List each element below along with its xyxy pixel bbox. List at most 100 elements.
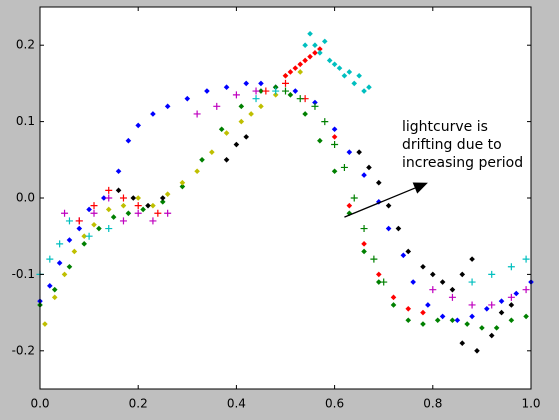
point-s1-23 <box>405 317 412 324</box>
point-s7-9 <box>488 270 496 278</box>
point-s0-20 <box>331 126 338 133</box>
point-s5-7 <box>356 149 362 155</box>
point-s2-2 <box>61 271 68 278</box>
point-s1-7 <box>140 206 146 213</box>
point-s0-26 <box>410 279 416 285</box>
point-s6-12 <box>429 286 437 294</box>
point-s5-3 <box>159 195 166 201</box>
point-s0-24 <box>385 225 392 232</box>
point-s1-6 <box>125 210 132 217</box>
point-s0-21 <box>346 149 353 155</box>
point-s4-10 <box>351 80 358 87</box>
point-s6-7 <box>164 209 172 217</box>
point-s9-4 <box>350 194 358 202</box>
point-s6-9 <box>213 102 221 110</box>
point-s3-14 <box>420 309 426 316</box>
point-s9-9 <box>296 95 304 103</box>
point-s7-2 <box>56 240 64 248</box>
point-s5-0 <box>115 187 122 194</box>
point-s4-2 <box>312 42 318 48</box>
point-s1-1 <box>51 286 58 293</box>
point-s0-29 <box>454 317 461 324</box>
point-s0-3 <box>66 237 73 243</box>
point-s4-8 <box>341 72 348 79</box>
point-s0-10 <box>150 111 156 117</box>
annotation-group: lightcurve is drifting due to increasing… <box>344 119 523 218</box>
point-s0-8 <box>125 137 132 144</box>
point-s3-1 <box>287 69 294 75</box>
point-s7-1 <box>46 255 54 263</box>
point-s0-6 <box>101 195 107 201</box>
point-s6-13 <box>448 293 456 301</box>
point-s5-14 <box>430 271 436 278</box>
point-s5-20 <box>474 348 480 354</box>
annotation-line-3: increasing period <box>402 155 523 171</box>
point-s3-8 <box>331 134 338 140</box>
point-s9-0 <box>311 102 319 110</box>
point-s9-2 <box>331 141 339 149</box>
point-s9-6 <box>370 255 378 263</box>
point-s4-13 <box>366 84 372 91</box>
point-s1-8 <box>159 199 166 205</box>
point-s5-15 <box>439 279 446 285</box>
point-s5-11 <box>395 225 402 232</box>
point-s1-27 <box>464 321 470 327</box>
point-s2-11 <box>179 179 186 186</box>
point-s0-1 <box>47 283 53 289</box>
point-s9-8 <box>282 87 289 95</box>
point-s2-3 <box>71 248 78 255</box>
point-s4-0 <box>302 42 308 48</box>
point-s5-2 <box>145 202 151 209</box>
point-s1-15 <box>287 92 294 98</box>
point-s1-31 <box>523 313 529 320</box>
point-s5-23 <box>508 302 515 308</box>
x-tick-label-3: 0.6 <box>325 397 344 411</box>
point-s5-8 <box>366 164 372 171</box>
point-s3-7 <box>317 46 323 52</box>
point-s5-9 <box>375 179 382 186</box>
annotation-line-1: lightcurve is <box>402 119 488 135</box>
point-s0-9 <box>135 122 141 129</box>
point-s2-0 <box>42 321 48 327</box>
point-s0-14 <box>223 84 230 91</box>
x-tick-label-4: 0.8 <box>423 397 442 411</box>
chart-marks <box>36 30 534 354</box>
x-tick-label-2: 0.4 <box>227 397 246 411</box>
point-s2-15 <box>238 118 245 125</box>
point-s0-13 <box>204 88 210 94</box>
point-s0-16 <box>258 80 264 87</box>
point-s8-7 <box>282 79 289 87</box>
point-s5-10 <box>385 202 392 209</box>
point-s7-7 <box>272 87 280 95</box>
point-s1-5 <box>110 214 117 220</box>
point-s0-32 <box>498 298 505 304</box>
point-s1-11 <box>218 126 225 133</box>
point-s3-0 <box>282 72 289 79</box>
y-tick-label-0: -0.2 <box>12 343 35 357</box>
point-s2-9 <box>150 202 156 209</box>
annotation-arrow-shaft <box>344 187 416 218</box>
point-s1-13 <box>258 88 264 94</box>
y-tick-label-1: -0.1 <box>12 267 35 281</box>
point-s1-19 <box>346 210 353 217</box>
x-tick-label-5: 1.0 <box>521 397 540 411</box>
point-s3-9 <box>346 202 353 209</box>
point-s1-24 <box>420 321 426 327</box>
point-s6-0 <box>61 209 69 217</box>
point-s9-1 <box>321 118 329 126</box>
point-s1-12 <box>238 103 245 110</box>
point-s4-11 <box>356 72 362 79</box>
point-s7-5 <box>105 225 113 233</box>
point-s1-3 <box>81 241 87 247</box>
point-s0-11 <box>164 103 171 110</box>
point-s4-9 <box>346 69 353 75</box>
x-tick-label-1: 0.2 <box>129 397 148 411</box>
point-s5-1 <box>130 195 137 201</box>
point-s0-15 <box>243 80 250 87</box>
point-s6-10 <box>232 91 240 99</box>
point-s1-17 <box>317 137 323 144</box>
point-s5-17 <box>459 271 466 278</box>
point-s6-5 <box>134 209 142 217</box>
point-s0-31 <box>484 305 490 312</box>
